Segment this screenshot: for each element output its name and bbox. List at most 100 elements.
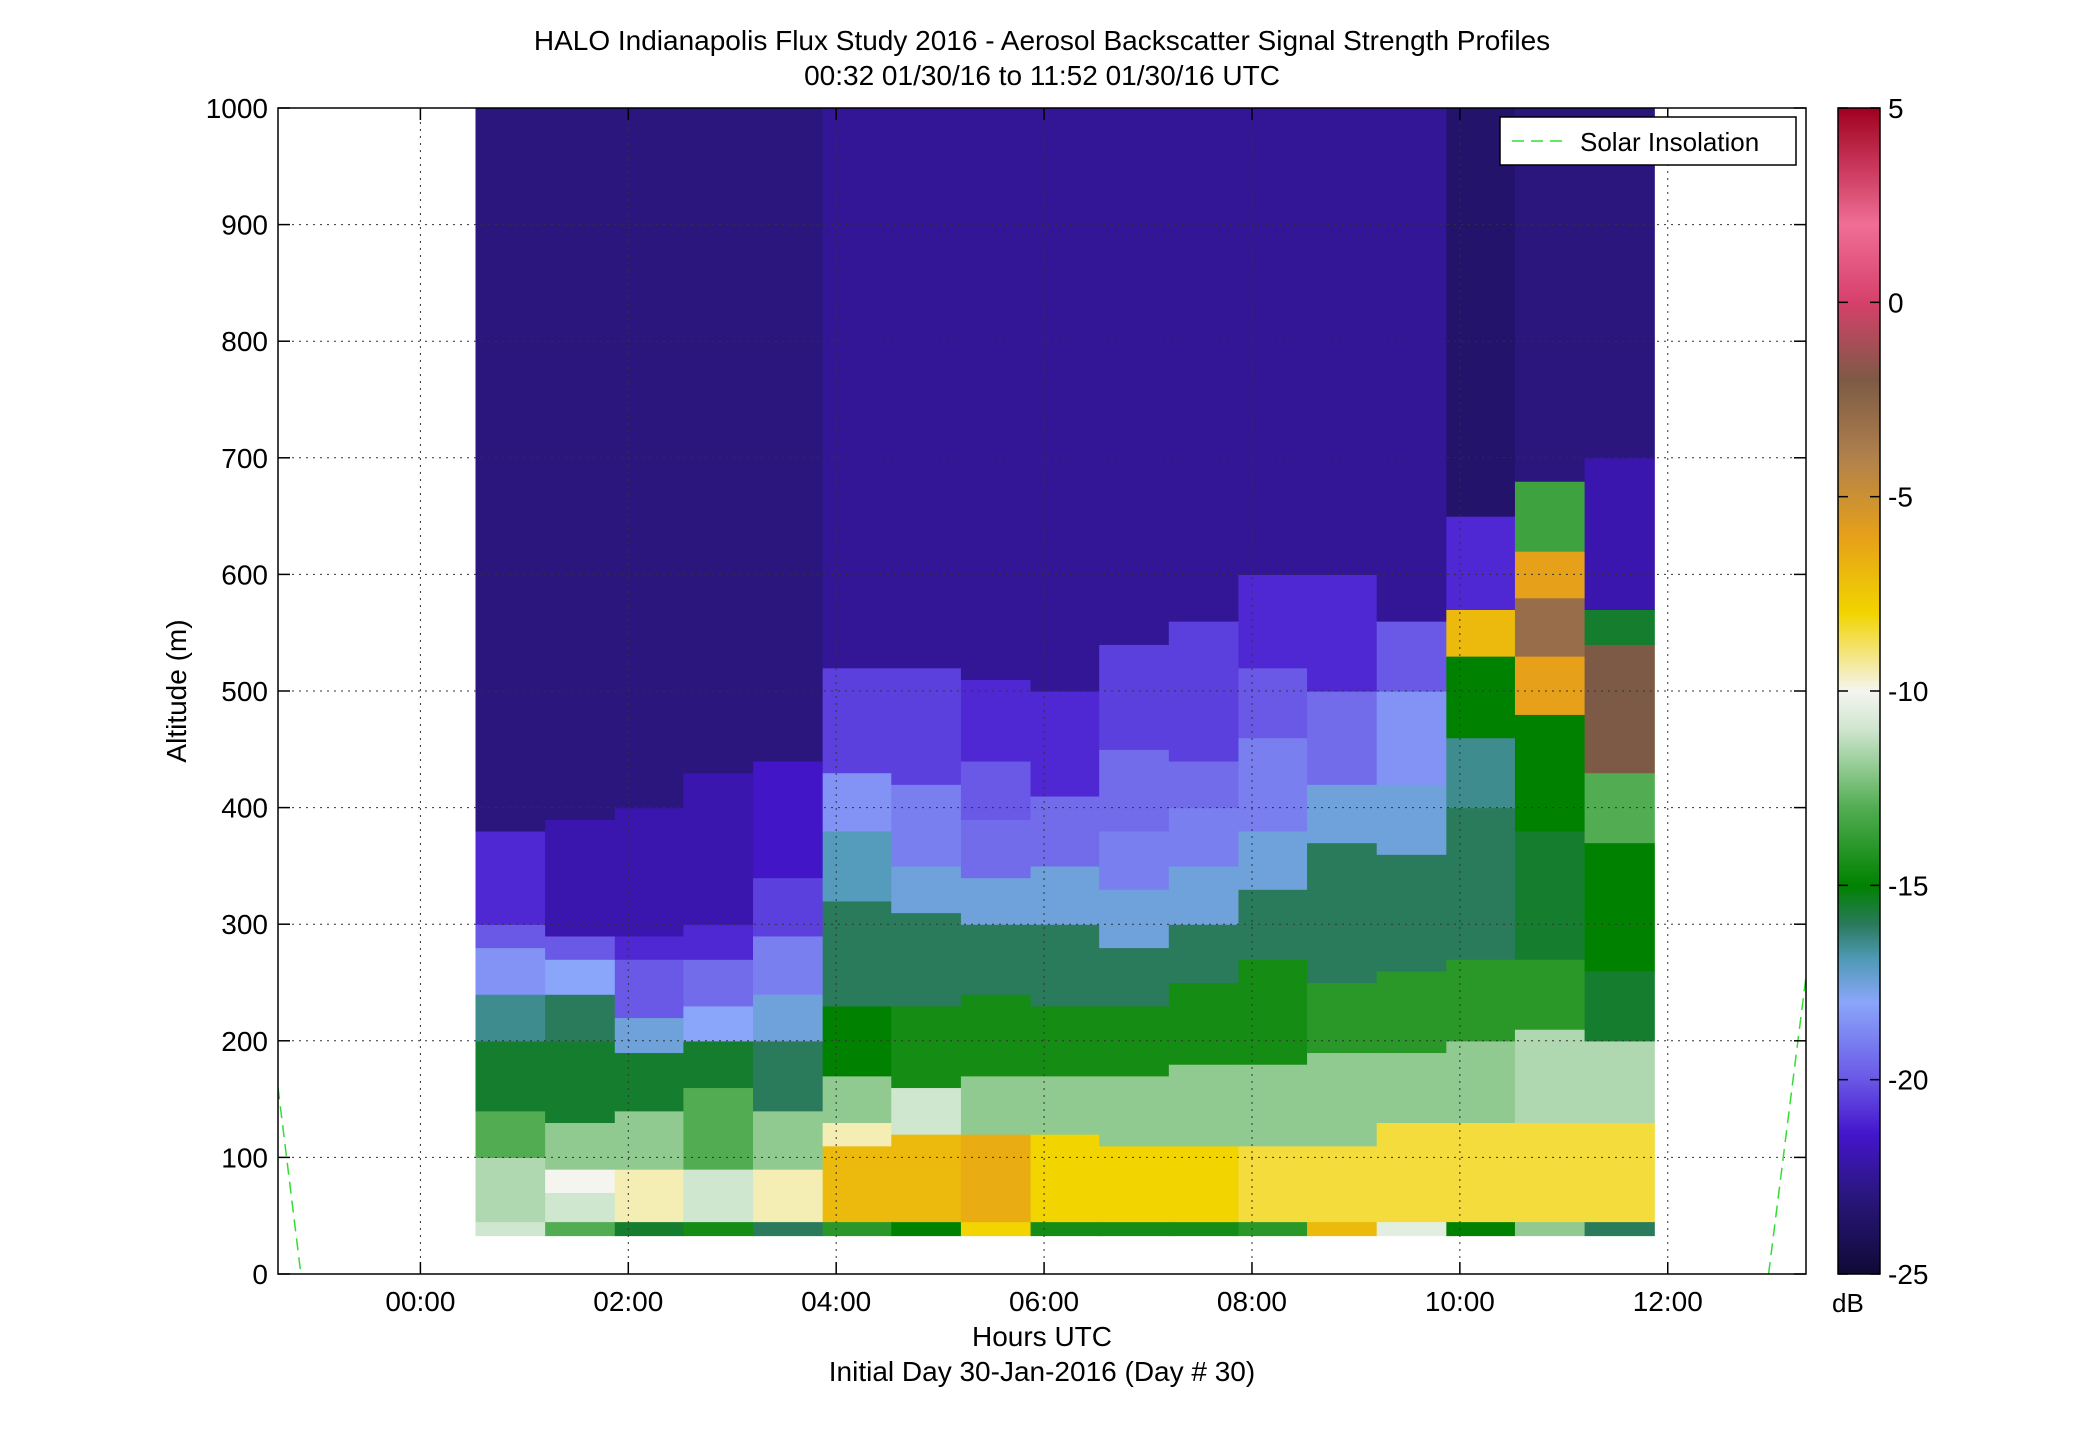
heatmap-cell [1099, 108, 1170, 645]
heatmap-cell [683, 1087, 754, 1170]
heatmap-cell [822, 1075, 892, 1124]
heatmap-cell [1376, 784, 1447, 855]
heatmap-cell [1099, 749, 1170, 832]
heatmap-cell [1376, 1052, 1447, 1124]
heatmap-cell [1584, 1221, 1655, 1237]
heatmap-cell [475, 830, 546, 925]
heatmap-cell [614, 1017, 684, 1054]
heatmap-cell [1446, 807, 1516, 960]
heatmap-cell [960, 819, 1032, 879]
heatmap-cell [1376, 970, 1447, 1054]
heatmap-cell [1584, 1040, 1655, 1124]
heatmap-cell [475, 994, 546, 1042]
heatmap-cell [1376, 854, 1447, 972]
colorbar-tick-label: -20 [1888, 1065, 1928, 1096]
solar-insolation-series [278, 976, 1806, 1274]
heatmap-cell [614, 959, 684, 1019]
legend: Solar Insolation [1499, 116, 1797, 166]
heatmap-cell [1376, 1221, 1447, 1237]
heatmap-cell [1030, 1005, 1100, 1077]
heatmap-cell [545, 1122, 616, 1170]
heatmap-cell [960, 994, 1032, 1077]
y-tick-label: 500 [221, 676, 268, 707]
heatmap-cell [753, 994, 824, 1042]
heatmap-cell [753, 1169, 824, 1223]
heatmap-cell [1307, 1221, 1378, 1237]
heatmap-cell [1376, 108, 1447, 622]
colorbar-tick-label: -25 [1888, 1259, 1928, 1290]
heatmap-cell [683, 1221, 754, 1237]
heatmap-cell [1376, 691, 1447, 785]
heatmap-cell [1030, 924, 1100, 1007]
heatmap-cell [1514, 1029, 1586, 1124]
heatmap-cell [1168, 1064, 1240, 1147]
heatmap-cell [475, 1157, 546, 1223]
heatmap-cell [1030, 795, 1100, 867]
heatmap-cell [1238, 1221, 1308, 1237]
heatmap-cell [1376, 621, 1447, 692]
y-tick-label: 0 [252, 1259, 268, 1290]
heatmap-cell [1446, 108, 1516, 517]
heatmap-cell [891, 1221, 962, 1237]
heatmap-cell [1168, 865, 1240, 925]
heatmap-cell [475, 1221, 546, 1237]
heatmap-cell [960, 877, 1032, 925]
heatmap-cell [1584, 842, 1655, 972]
heatmap-cell [891, 1087, 962, 1135]
heatmap-cell [1446, 516, 1516, 610]
x-tick-label: 02:00 [593, 1286, 663, 1317]
heatmap-cell [753, 1040, 824, 1112]
heatmap-cell [1514, 481, 1586, 552]
heatmap-cell [545, 994, 616, 1042]
chart-title: HALO Indianapolis Flux Study 2016 - Aero… [534, 25, 1550, 56]
y-axis: 0 100 200 300 400 500 600 700 800 900 1000 [206, 93, 1806, 1290]
x-tick-label: 00:00 [385, 1286, 455, 1317]
heatmap-cell [545, 819, 616, 937]
solar-insolation-line [1767, 976, 1806, 1274]
y-tick-label: 600 [221, 559, 268, 590]
y-tick-label: 300 [221, 909, 268, 940]
heatmap-cell [960, 924, 1032, 995]
colorbar: 5 0 -5 -10 -15 -20 -25 dB [1832, 93, 1928, 1318]
heatmap-cell [1307, 842, 1378, 984]
heatmap-cell [545, 959, 616, 995]
heatmap-cell [753, 877, 824, 937]
x-tick-label: 08:00 [1217, 1286, 1287, 1317]
heatmap-cell [1514, 656, 1586, 715]
x-tick-label: 10:00 [1425, 1286, 1495, 1317]
heatmap-cell [1307, 691, 1378, 785]
heatmap-cell [960, 108, 1032, 680]
heatmap-cell [1030, 1221, 1100, 1237]
heatmap-cell [1446, 1221, 1516, 1237]
heatmap-cell [753, 760, 824, 879]
heatmap-cell [475, 1040, 546, 1112]
solar-insolation-line [278, 1087, 302, 1274]
heatmap-cell [545, 1169, 616, 1193]
heatmap-cell [1584, 1122, 1655, 1223]
heatmap-cell [1446, 1122, 1516, 1223]
heatmap-cell [683, 108, 754, 774]
heatmap-cell [1238, 1064, 1308, 1147]
heatmap-cell [1376, 1122, 1447, 1223]
heatmap-cell [614, 807, 684, 937]
heatmap-cell [545, 1040, 616, 1124]
heatmap-cell [822, 1122, 892, 1147]
heatmap-cell [891, 108, 962, 669]
heatmap-cell [753, 108, 824, 762]
heatmap-cell [1446, 609, 1516, 657]
heatmap-cell [683, 772, 754, 925]
colorbar-ticks: 5 0 -5 -10 -15 -20 -25 [1838, 93, 1928, 1290]
heatmap-cell [1099, 889, 1170, 949]
heatmap-cell [614, 1110, 684, 1170]
heatmap-cell [753, 1110, 824, 1170]
heatmap-cell [1238, 830, 1308, 890]
heatmap-cell [1514, 830, 1586, 960]
heatmap-cell [683, 959, 754, 1007]
heatmap-cell [1099, 1005, 1170, 1077]
heatmap-cell [1446, 656, 1516, 739]
heatmap-cell [891, 1134, 962, 1223]
heatmap-cell [1168, 1145, 1240, 1223]
heatmap-cell [1584, 644, 1655, 774]
